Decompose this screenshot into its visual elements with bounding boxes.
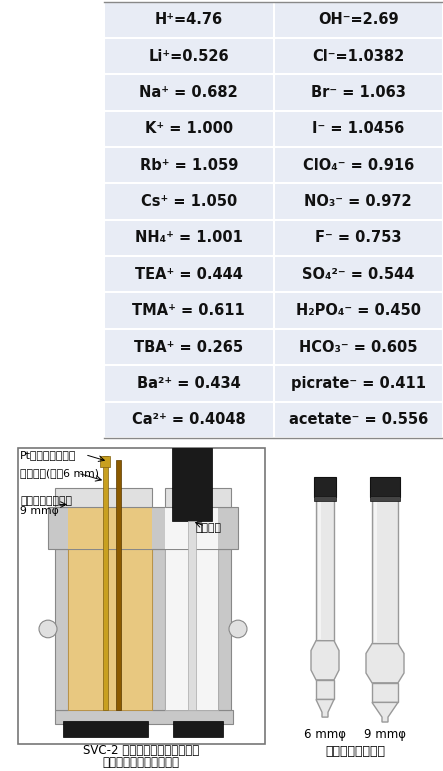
Bar: [273, 365, 443, 402]
Text: Cl⁻=1.0382: Cl⁻=1.0382: [312, 49, 404, 63]
Text: 微量サンプル測定モード: 微量サンプル測定モード: [102, 756, 179, 769]
Bar: [104, 147, 273, 183]
Bar: [165, 549, 218, 710]
Text: Ptカウンター電極: Ptカウンター電極: [20, 449, 76, 460]
Bar: [374, 497, 377, 641]
Text: TEA⁺ = 0.444: TEA⁺ = 0.444: [135, 267, 243, 281]
Bar: [370, 496, 400, 500]
Bar: [273, 220, 443, 256]
Text: K⁺ = 1.000: K⁺ = 1.000: [145, 121, 233, 136]
Bar: [273, 74, 443, 111]
Text: 参照電極: 参照電極: [195, 523, 221, 533]
Bar: [68, 507, 152, 549]
Bar: [273, 38, 443, 74]
Polygon shape: [366, 644, 404, 683]
Bar: [103, 456, 108, 710]
Text: サンプルホルダー: サンプルホルダー: [20, 496, 72, 506]
Bar: [116, 460, 121, 710]
Text: TBA⁺ = 0.265: TBA⁺ = 0.265: [134, 339, 243, 355]
Bar: [218, 549, 231, 710]
Bar: [68, 549, 152, 710]
Bar: [104, 256, 273, 292]
Text: SO₄²⁻ = 0.544: SO₄²⁻ = 0.544: [302, 267, 415, 281]
Bar: [48, 507, 238, 549]
Polygon shape: [372, 702, 398, 722]
Text: NO₃⁻ = 0.972: NO₃⁻ = 0.972: [304, 194, 412, 209]
Text: サンプルホルダー: サンプルホルダー: [325, 745, 385, 758]
Bar: [372, 495, 398, 644]
Bar: [104, 2, 273, 38]
Text: picrate⁻ = 0.411: picrate⁻ = 0.411: [291, 376, 426, 391]
Bar: [104, 111, 273, 147]
Bar: [273, 292, 443, 328]
Bar: [18, 448, 265, 743]
Text: I⁻ = 1.0456: I⁻ = 1.0456: [312, 121, 404, 136]
Bar: [104, 365, 273, 402]
Bar: [314, 477, 336, 497]
Bar: [173, 721, 223, 737]
Bar: [273, 402, 443, 438]
Text: Li⁺=0.526: Li⁺=0.526: [148, 49, 229, 63]
Bar: [273, 256, 443, 292]
Bar: [104, 402, 273, 438]
Bar: [55, 710, 233, 724]
Polygon shape: [316, 699, 334, 717]
Bar: [100, 456, 110, 467]
Text: Na⁺ = 0.682: Na⁺ = 0.682: [140, 85, 238, 100]
Bar: [273, 111, 443, 147]
Bar: [316, 495, 334, 641]
Polygon shape: [311, 641, 339, 680]
Text: Br⁻ = 1.063: Br⁻ = 1.063: [311, 85, 406, 100]
Text: 9 mmφ: 9 mmφ: [364, 729, 406, 741]
Text: Rb⁺ = 1.059: Rb⁺ = 1.059: [140, 158, 238, 173]
Bar: [273, 329, 443, 365]
Bar: [104, 220, 273, 256]
Bar: [318, 497, 321, 638]
Bar: [273, 147, 443, 183]
Bar: [152, 549, 165, 710]
Text: F⁻ = 0.753: F⁻ = 0.753: [315, 231, 401, 245]
Bar: [165, 507, 218, 549]
Bar: [314, 496, 336, 500]
Bar: [273, 183, 443, 220]
Bar: [165, 488, 231, 507]
Bar: [372, 683, 398, 702]
Bar: [104, 74, 273, 111]
Bar: [316, 680, 334, 699]
Text: SVC-2 ボルタンメトリー用セル: SVC-2 ボルタンメトリー用セル: [83, 744, 199, 757]
Text: Ca²⁺ = 0.4048: Ca²⁺ = 0.4048: [132, 412, 246, 427]
Bar: [104, 292, 273, 328]
Text: TMA⁺ = 0.611: TMA⁺ = 0.611: [132, 303, 245, 318]
Bar: [188, 521, 196, 710]
Bar: [172, 448, 212, 521]
Text: 6 mmφ: 6 mmφ: [304, 729, 346, 741]
Text: acetate⁻ = 0.556: acetate⁻ = 0.556: [289, 412, 428, 427]
Bar: [55, 488, 152, 507]
Text: 作用電極(外径6 mm): 作用電極(外径6 mm): [20, 468, 99, 478]
Text: H₂PO₄⁻ = 0.450: H₂PO₄⁻ = 0.450: [296, 303, 421, 318]
Bar: [273, 2, 443, 38]
Bar: [104, 329, 273, 365]
Text: NH₄⁺ = 1.001: NH₄⁺ = 1.001: [135, 231, 243, 245]
Text: Cs⁺ = 1.050: Cs⁺ = 1.050: [141, 194, 237, 209]
Circle shape: [39, 620, 57, 638]
Bar: [370, 477, 400, 497]
Bar: [63, 721, 148, 737]
Text: ClO₄⁻ = 0.916: ClO₄⁻ = 0.916: [303, 158, 414, 173]
Bar: [55, 549, 68, 710]
Text: 9 mmφ: 9 mmφ: [20, 507, 59, 517]
Bar: [104, 183, 273, 220]
Text: HCO₃⁻ = 0.605: HCO₃⁻ = 0.605: [299, 339, 417, 355]
Text: H⁺=4.76: H⁺=4.76: [155, 12, 223, 27]
Text: OH⁻=2.69: OH⁻=2.69: [318, 12, 399, 27]
Bar: [104, 38, 273, 74]
Circle shape: [229, 620, 247, 638]
Text: Ba²⁺ = 0.434: Ba²⁺ = 0.434: [137, 376, 241, 391]
